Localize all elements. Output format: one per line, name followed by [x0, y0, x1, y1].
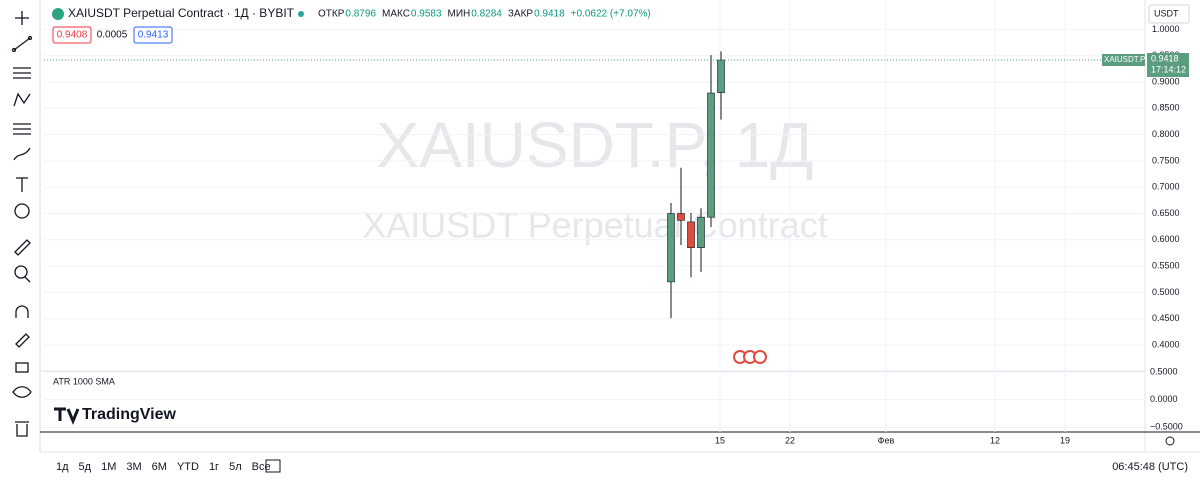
range-button[interactable]: 1д — [56, 461, 69, 473]
candle-body — [717, 59, 725, 94]
y-tick-label: 1.0000 — [1152, 24, 1180, 34]
ohlc-value: 0.9583 — [411, 9, 442, 20]
candle-body — [687, 221, 695, 248]
ohlc-value: 0.8796 — [345, 9, 376, 20]
clock: 06:45:48 (UTC) — [1112, 461, 1188, 473]
range-button[interactable]: 5д — [79, 461, 92, 473]
range-button[interactable]: 6М — [152, 461, 167, 473]
toolbar[interactable] — [11, 0, 41, 452]
sell-price[interactable]: 0.9408 — [57, 30, 88, 41]
buy-price[interactable]: 0.9413 — [138, 30, 169, 41]
range-button[interactable]: 1г — [209, 461, 219, 473]
range-button[interactable]: 1М — [101, 461, 116, 473]
status-dot — [298, 11, 304, 17]
ohlc-label: ОТКР — [318, 9, 345, 20]
y-tick-label: 0.6500 — [1152, 208, 1180, 218]
candle-body — [707, 92, 715, 218]
x-tick-label: 12 — [990, 435, 1000, 445]
logo-icon — [54, 407, 80, 425]
range-button[interactable]: YTD — [177, 461, 199, 473]
symbol-tag — [1102, 54, 1145, 67]
candle-body — [697, 216, 705, 248]
y-tick-label: 0.7000 — [1152, 182, 1180, 192]
y-tick-label: 0.8000 — [1152, 129, 1180, 139]
ohlc-value: 0.8284 — [471, 9, 502, 20]
sell-button[interactable] — [52, 26, 92, 44]
y-tick-label: 0.5000 — [1150, 366, 1178, 376]
spread: 0.0005 — [97, 30, 128, 41]
ohlc-label: МАКС — [382, 9, 410, 20]
ohlc-label: ЗАКР — [508, 9, 534, 20]
event-icon[interactable] — [753, 350, 767, 364]
x-tick-label: 22 — [785, 435, 795, 445]
ohlc-value: 0.9418 — [534, 9, 565, 20]
settings-icon[interactable] — [1165, 436, 1175, 446]
y-tick-label: 0.9000 — [1152, 76, 1180, 86]
ohlc-label: МИН — [448, 9, 471, 20]
symbol-tag-text: XAIUSDT.P — [1104, 55, 1145, 64]
candle-body — [667, 213, 675, 283]
indicator-name[interactable]: ATR 1000 SMA — [53, 376, 115, 386]
range-button[interactable]: 3М — [126, 461, 141, 473]
candle-body — [677, 213, 685, 221]
price-tag — [1147, 53, 1189, 78]
x-tick-label: 15 — [715, 435, 725, 445]
logo[interactable]: TradingView — [82, 406, 177, 423]
ohlc-change: +0.0622 (+7.07%) — [571, 9, 651, 20]
range-button[interactable]: 5л — [229, 461, 242, 473]
y-tick-label: 0.0000 — [1150, 394, 1178, 404]
y-tick-label: 0.7500 — [1152, 155, 1180, 165]
x-tick-label: Фев — [878, 435, 895, 445]
buy-button[interactable] — [133, 26, 173, 44]
currency-button[interactable] — [1148, 4, 1190, 24]
watermark-sub: XAIUSDT Perpetual Contract — [362, 205, 828, 246]
x-tick-label: 19 — [1060, 435, 1070, 445]
symbol-icon — [52, 8, 64, 20]
y-tick-label: 0.4500 — [1152, 313, 1180, 323]
date-range-icon[interactable] — [265, 459, 281, 473]
price-tag-timer: 17:14:12 — [1151, 64, 1186, 74]
currency[interactable]: USDT — [1154, 8, 1179, 18]
y-tick-label: 0.4000 — [1152, 339, 1180, 349]
y-tick-label: −0.5000 — [1150, 422, 1183, 432]
y-tick-label: 0.5000 — [1152, 287, 1180, 297]
y-tick-label: 0.5500 — [1152, 260, 1180, 270]
range-button[interactable]: Все — [252, 461, 271, 473]
price-tag-text: 0.9418 — [1151, 53, 1179, 63]
symbol[interactable]: XAIUSDT Perpetual Contract · 1Д · BYBIT — [68, 6, 295, 20]
y-tick-label: 0.6000 — [1152, 234, 1180, 244]
watermark: XAIUSDT.P, 1Д — [377, 109, 814, 181]
y-tick-label: 0.8500 — [1152, 103, 1180, 113]
